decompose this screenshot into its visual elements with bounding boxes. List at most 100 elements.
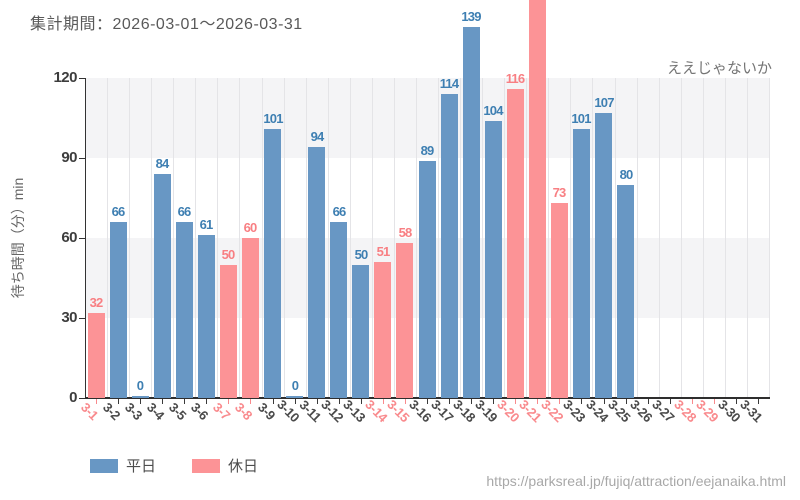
x-tick-label-3-6: 3-6 (188, 399, 212, 423)
bar-3-15 (396, 243, 413, 398)
bar-value-label-3-9: 101 (263, 111, 283, 126)
bar-value-label-3-13: 50 (354, 247, 369, 262)
x-tick-label-3-4: 3-4 (144, 399, 168, 423)
bar-value-label-3-14: 51 (376, 244, 391, 259)
x-tick-label-3-12: 3-12 (318, 396, 347, 425)
x-tick-label-3-22: 3-22 (538, 396, 567, 425)
x-tick-label-3-18: 3-18 (450, 396, 479, 425)
bar-value-label-3-16: 89 (420, 143, 435, 158)
bar-3-3 (132, 396, 149, 398)
plot-area: 0 30 60 90 120 32 3-1 66 3-2 0 3-3 84 3-4 66 3-5 61 3-6 5… (53, 0, 770, 425)
bar-3-4 (154, 174, 171, 398)
x-tick-mark-3-20 (515, 399, 516, 404)
x-tick-label-3-11: 3-11 (296, 397, 325, 425)
bar-3-10 (286, 396, 303, 398)
x-tick-label-3-8: 3-8 (232, 399, 256, 423)
chart-period-title: 集計期間：2026-03-01～2026-03-31 (30, 16, 303, 33)
x-tick-label-3-1: 3-1 (78, 399, 102, 423)
vertical-gridline (659, 78, 660, 398)
plot-band (85, 78, 769, 158)
vertical-gridline (504, 78, 505, 398)
bar-3-22 (551, 203, 568, 398)
x-tick-mark-3-16 (427, 399, 428, 404)
x-tick-label-3-15: 3-15 (384, 396, 413, 425)
x-tick-mark-3-9 (273, 399, 274, 404)
bar-value-label-3-17: 114 (439, 76, 459, 91)
y-tick-mark (79, 318, 85, 319)
bar-3-7 (220, 265, 237, 398)
bar-3-13 (352, 265, 369, 398)
x-tick-label-3-28: 3-28 (671, 396, 700, 425)
source-url-text: https://parksreal.jp/fujiq/attraction/ee… (486, 473, 786, 489)
x-tick-mark-3-28 (692, 399, 693, 404)
x-tick-mark-3-14 (383, 399, 384, 404)
vertical-gridline (681, 78, 682, 398)
vertical-gridline (460, 78, 461, 398)
vertical-gridline (703, 78, 704, 398)
bar-3-24 (595, 113, 612, 398)
x-tick-label-3-26: 3-26 (627, 396, 656, 425)
y-tick-mark (79, 238, 85, 239)
x-tick-mark-3-21 (537, 399, 538, 404)
attraction-name-label: ええじゃないか (666, 60, 772, 77)
vertical-gridline (284, 78, 285, 398)
legend-item-holiday: 休日 (192, 455, 258, 476)
x-tick-label-3-10: 3-10 (274, 396, 303, 425)
y-tick-label: 30 (61, 309, 77, 326)
bar-3-18 (463, 27, 480, 398)
x-tick-mark-3-10 (295, 399, 296, 404)
x-tick-mark-3-8 (250, 399, 251, 404)
x-tick-mark-3-7 (228, 399, 229, 404)
x-tick-label-3-2: 3-2 (100, 399, 124, 423)
y-tick-label: 90 (61, 149, 77, 166)
x-tick-label-3-23: 3-23 (560, 396, 589, 425)
bar-value-label-3-25: 80 (619, 167, 634, 182)
y-tick-label: 120 (53, 69, 77, 86)
x-tick-label-3-9: 3-9 (255, 399, 279, 423)
bar-3-20 (507, 89, 524, 398)
vertical-gridline (306, 78, 307, 398)
x-tick-label-3-24: 3-24 (583, 396, 612, 425)
x-tick-label-3-21: 3-21 (516, 396, 545, 425)
bar-3-14 (374, 262, 391, 398)
x-tick-label-3-14: 3-14 (362, 396, 391, 425)
x-tick-mark-3-12 (339, 399, 340, 404)
x-tick-mark-3-13 (361, 399, 362, 404)
x-tick-mark-3-11 (317, 399, 318, 404)
vertical-gridline (637, 78, 638, 398)
bar-value-label-3-7: 50 (221, 247, 236, 262)
x-tick-mark-3-3 (140, 399, 141, 404)
weekday-color-swatch (90, 458, 118, 473)
vertical-gridline (615, 78, 616, 398)
vertical-gridline (151, 78, 152, 398)
vertical-gridline (769, 78, 770, 398)
vertical-gridline (328, 78, 329, 398)
vertical-gridline (438, 78, 439, 398)
x-tick-mark-3-24 (604, 399, 605, 404)
x-tick-label-3-30: 3-30 (715, 396, 744, 425)
vertical-gridline (372, 78, 373, 398)
bar-value-label-3-18: 139 (461, 9, 481, 24)
holiday-color-swatch (192, 458, 221, 473)
x-tick-label-3-31: 3-31 (737, 396, 766, 425)
legend-label-holiday: 休日 (228, 458, 259, 475)
vertical-gridline (526, 78, 527, 398)
x-tick-label-3-19: 3-19 (472, 396, 501, 425)
vertical-gridline (129, 78, 130, 398)
bar-value-label-3-10: 0 (291, 378, 299, 393)
vertical-gridline (107, 78, 108, 398)
bar-3-5 (176, 222, 193, 398)
y-tick-label: 0 (69, 389, 77, 406)
bar-3-19 (485, 121, 502, 398)
x-tick-mark-3-27 (670, 399, 671, 404)
vertical-gridline (195, 78, 196, 398)
legend-label-weekday: 平日 (126, 458, 157, 475)
x-tick-mark-3-6 (206, 399, 207, 404)
bar-3-25 (617, 185, 634, 398)
bar-value-label-3-19: 104 (483, 103, 503, 118)
bar-3-16 (419, 161, 436, 398)
x-tick-label-3-27: 3-27 (649, 396, 678, 425)
x-tick-mark-3-25 (626, 399, 627, 404)
bar-3-11 (308, 147, 325, 398)
